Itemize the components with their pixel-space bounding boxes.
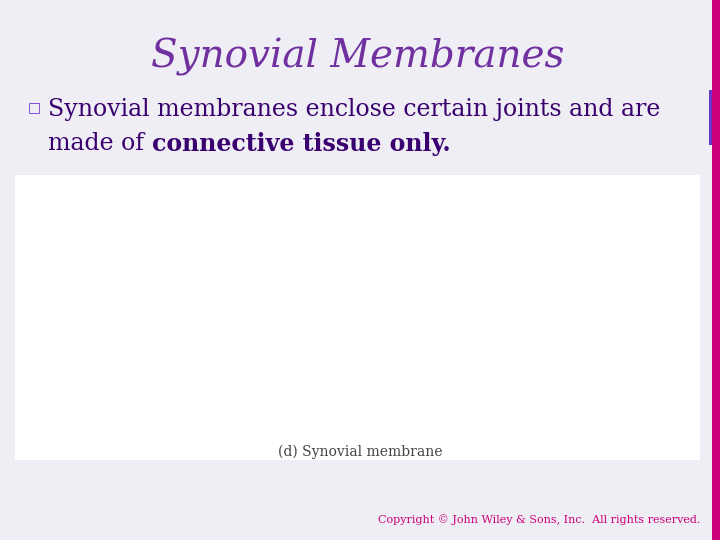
Text: □: □ [28, 100, 41, 114]
Text: connective tissue only.: connective tissue only. [151, 132, 450, 156]
Text: Synovial membranes enclose certain joints and are: Synovial membranes enclose certain joint… [48, 98, 660, 121]
Text: Synovial Membranes: Synovial Membranes [151, 38, 564, 76]
Bar [709, 90, 712, 145]
Text: Copyright © John Wiley & Sons, Inc.  All rights reserved.: Copyright © John Wiley & Sons, Inc. All … [377, 514, 700, 525]
Bar [712, 0, 720, 540]
Bar [15, 175, 700, 460]
Text: (d) Synovial membrane: (d) Synovial membrane [278, 445, 442, 460]
Text: made of: made of [48, 132, 151, 155]
